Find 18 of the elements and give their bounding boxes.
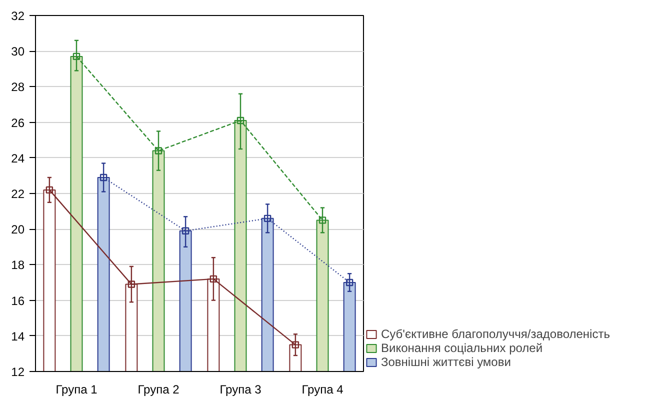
y-tick-label: 14	[11, 329, 25, 344]
y-tick-label: 28	[11, 80, 25, 94]
legend-label: Виконання соціальних ролей	[381, 341, 543, 355]
y-tick-label: 12	[11, 365, 25, 379]
legend-label: Суб'єктивне благополуччя/задоволеність	[381, 327, 610, 341]
y-tick-label: 16	[11, 294, 25, 308]
y-tick-label: 22	[11, 187, 25, 201]
y-tick-label: 18	[11, 258, 25, 272]
x-tick-label: Група 3	[220, 382, 262, 396]
x-tick-label: Група 4	[302, 382, 344, 396]
legend-label: Зовнішні життєві умови	[381, 355, 511, 369]
y-tick-label: 26	[11, 116, 25, 130]
x-tick-label: Група 1	[56, 382, 98, 396]
y-tick-label: 24	[11, 151, 25, 166]
y-tick-label: 30	[11, 44, 25, 59]
y-tick-label: 20	[11, 222, 25, 237]
y-tick-label: 32	[11, 9, 25, 23]
x-tick-label: Група 2	[138, 382, 180, 396]
